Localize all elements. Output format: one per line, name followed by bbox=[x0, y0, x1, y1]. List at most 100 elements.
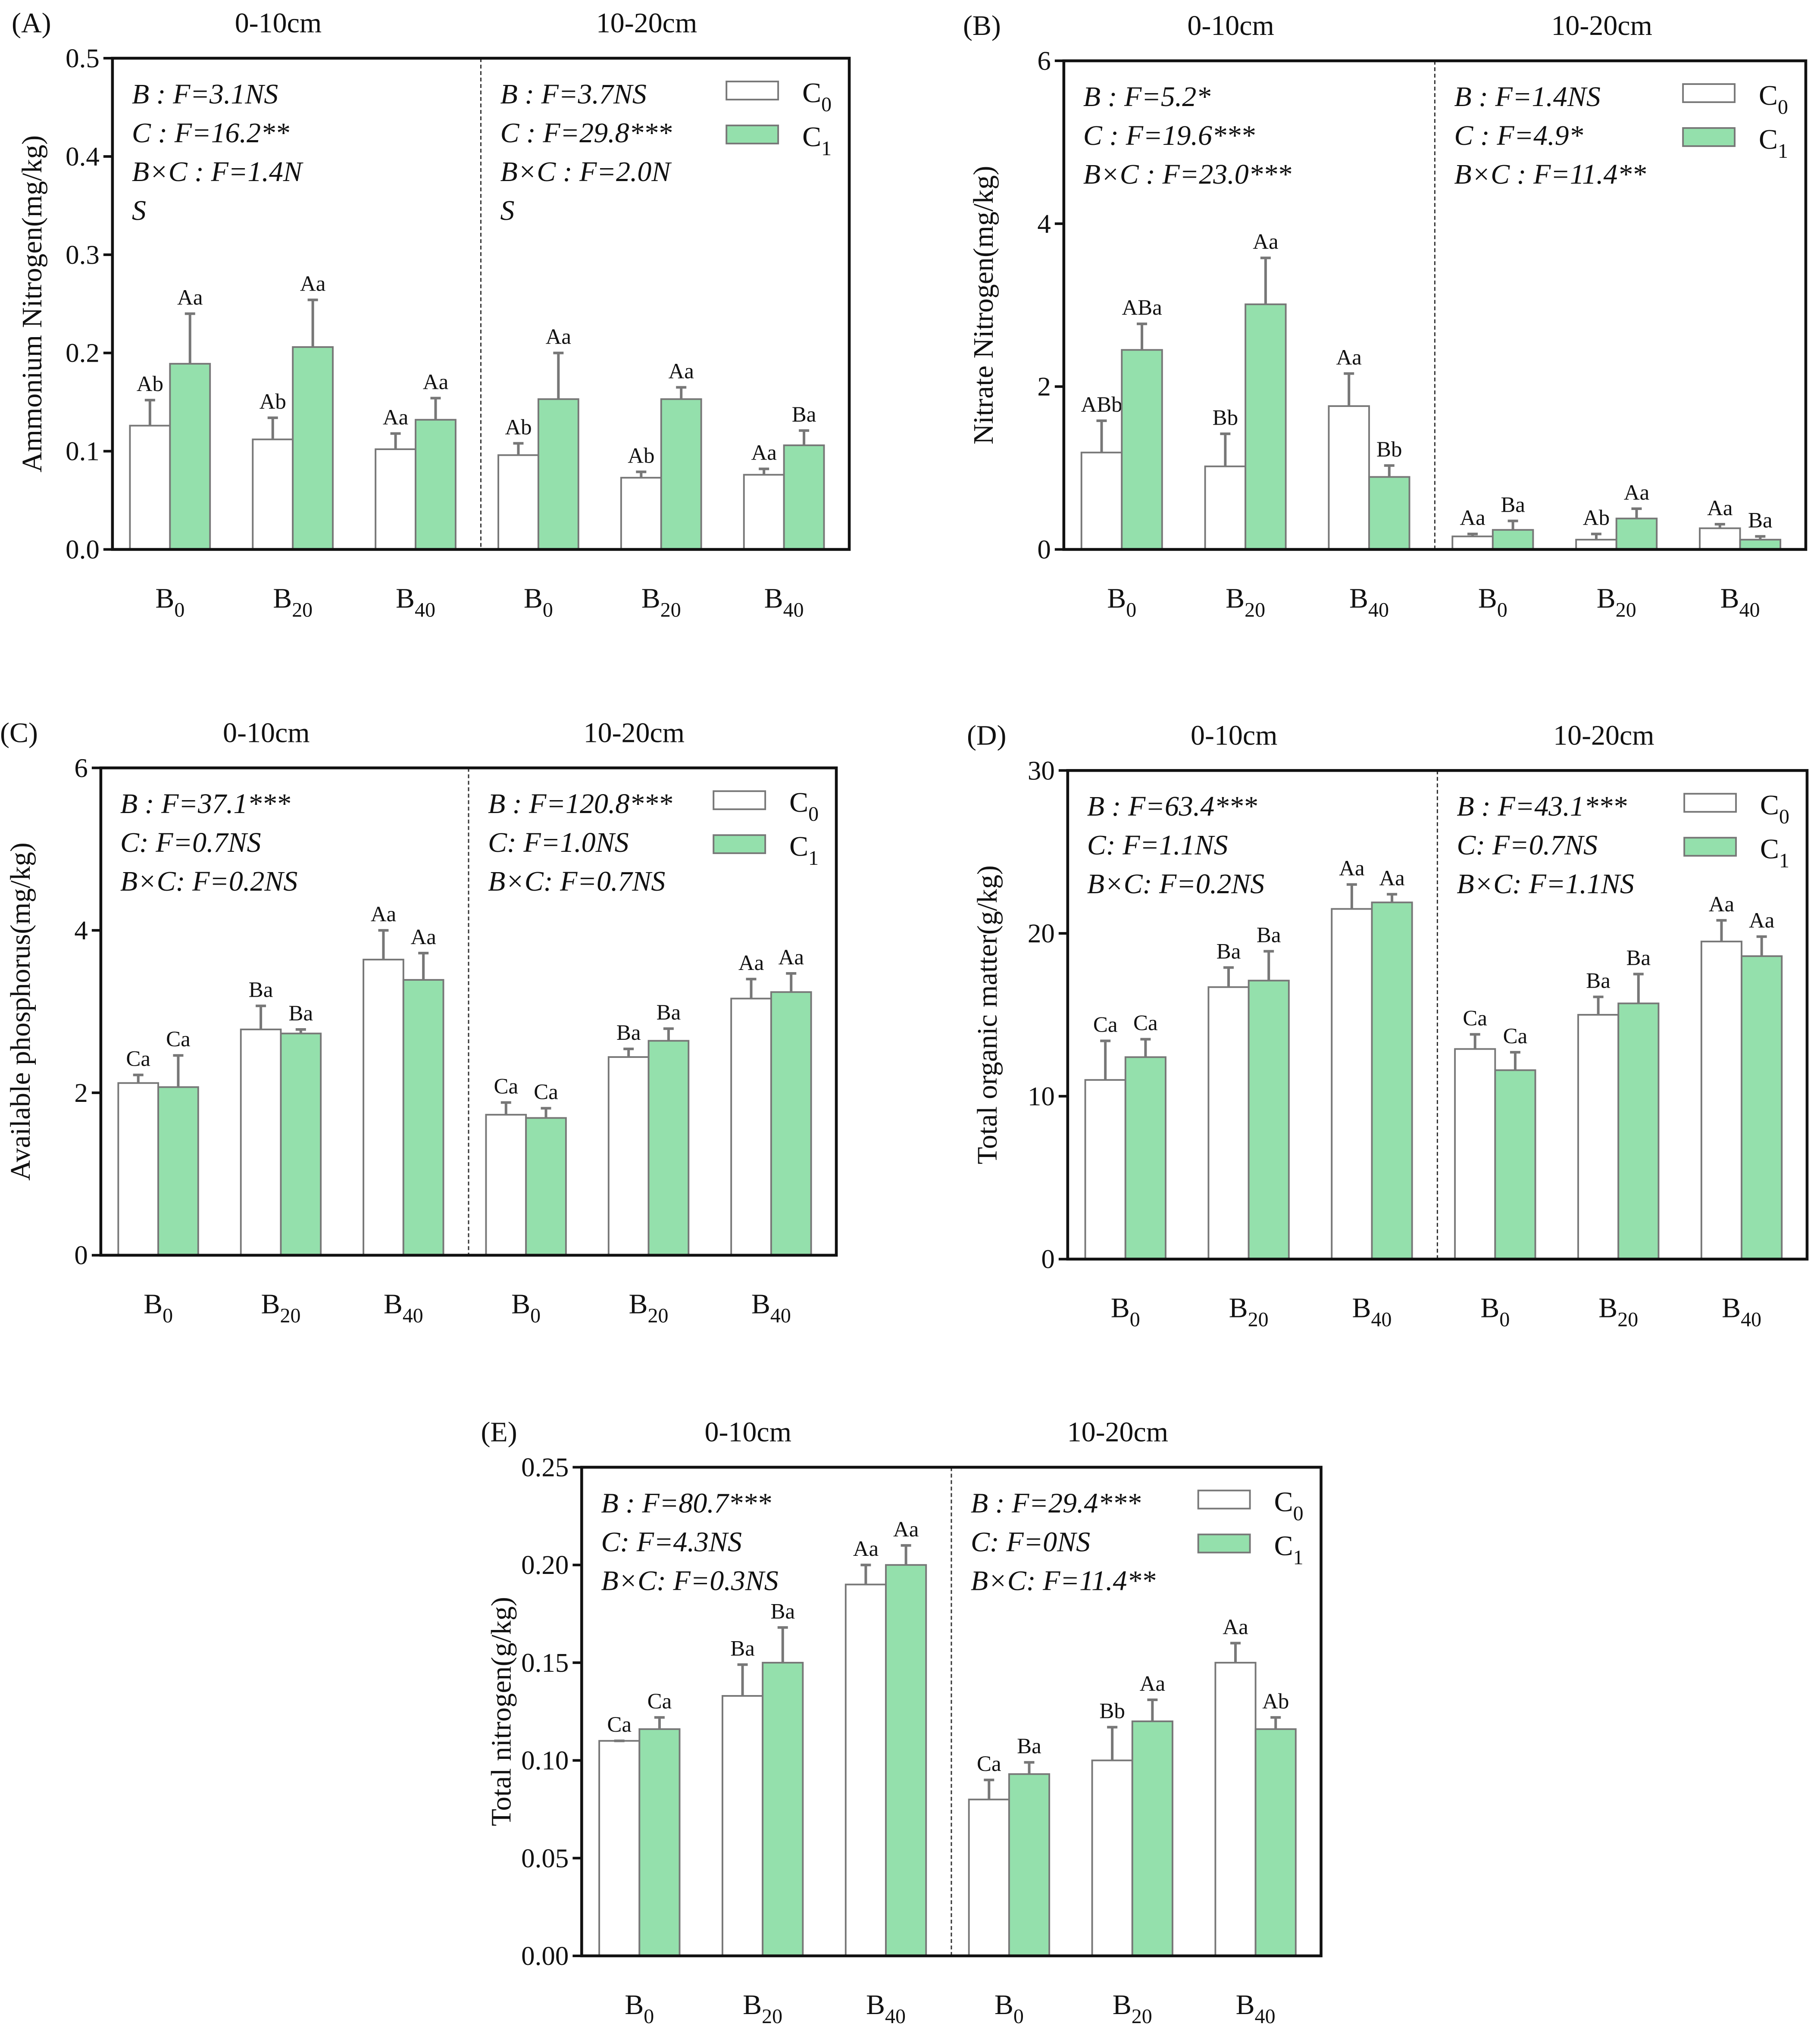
bar-c0 bbox=[129, 425, 171, 551]
x-tick-label: B40 bbox=[866, 1989, 906, 2027]
y-tick-label: 6 bbox=[1037, 46, 1051, 76]
y-tick-label: 4 bbox=[1037, 209, 1051, 239]
anova-stat: B : F=3.7NS bbox=[500, 78, 646, 110]
bar-c1 bbox=[1248, 979, 1290, 1260]
bar-c1 bbox=[1131, 1720, 1173, 1957]
bar-c1 bbox=[1121, 349, 1163, 551]
significance-label: Ba bbox=[1216, 939, 1241, 963]
depth-title: 10-20cm bbox=[584, 717, 685, 748]
panel-label: (E) bbox=[481, 1417, 517, 1448]
anova-stat: B : F=1.4NS bbox=[1454, 81, 1600, 113]
x-tick-label: B20 bbox=[1226, 582, 1265, 621]
significance-label: Aa bbox=[410, 925, 436, 949]
bar-c1 bbox=[1617, 1002, 1660, 1260]
bar-c1 bbox=[638, 1728, 681, 1957]
x-tick-label: B0 bbox=[155, 582, 185, 621]
bar-c1 bbox=[1124, 1056, 1166, 1260]
legend-label: C0 bbox=[1274, 1486, 1304, 1525]
y-tick-label: 20 bbox=[1028, 918, 1055, 948]
anova-stat: C: F=1.0NS bbox=[488, 827, 629, 858]
legend-swatch-c1 bbox=[1682, 127, 1736, 147]
anova-stat: B×C : F=11.4** bbox=[1454, 159, 1646, 190]
anova-stat: B : F=43.1*** bbox=[1457, 791, 1626, 822]
legend-swatch-c0 bbox=[1682, 83, 1736, 103]
significance-label: Ba bbox=[1017, 1734, 1041, 1758]
y-tick-label: 30 bbox=[1028, 755, 1055, 785]
bar-c0 bbox=[1577, 1014, 1620, 1260]
x-tick-label: B0 bbox=[994, 1989, 1024, 2027]
x-tick-label: B20 bbox=[1598, 1292, 1638, 1331]
depth-title: 0-10cm bbox=[1187, 10, 1274, 41]
significance-label: Ca bbox=[534, 1080, 558, 1104]
x-tick-label: B0 bbox=[625, 1989, 654, 2027]
chart-panel-d: (D) 0 10 20 30 Total organic matter(g/kg) 0-10… bbox=[967, 719, 1809, 1274]
bar-c0 bbox=[363, 958, 404, 1256]
y-tick-label: 0.05 bbox=[521, 1843, 569, 1873]
significance-label: Ba bbox=[792, 403, 816, 427]
significance-label: Aa bbox=[1709, 892, 1734, 917]
bar-c0 bbox=[1091, 1759, 1133, 1957]
significance-label: Aa bbox=[423, 370, 448, 394]
bar-c0 bbox=[1699, 527, 1741, 551]
significance-label: Aa bbox=[300, 272, 325, 296]
y-tick-label: 0.3 bbox=[66, 240, 100, 270]
legend-swatch-c0 bbox=[725, 81, 779, 100]
y-axis-title: Total nitrogen(g/kg) bbox=[485, 1597, 517, 1826]
legend-swatch-c1 bbox=[725, 125, 779, 144]
bar-c1 bbox=[537, 398, 579, 551]
depth-title: 0-10cm bbox=[223, 717, 310, 748]
x-tick-label: B40 bbox=[751, 1289, 791, 1327]
anova-stat: B×C: F=11.4** bbox=[971, 1565, 1156, 1596]
y-tick-label: 0 bbox=[1037, 535, 1051, 565]
bar-c1 bbox=[157, 1086, 199, 1256]
significance-label: Aa bbox=[779, 945, 804, 970]
anova-stat: B×C: F=0.2NS bbox=[120, 866, 297, 897]
bar-c1 bbox=[1741, 955, 1783, 1260]
x-tick-label: B20 bbox=[1597, 582, 1636, 621]
anova-stat: B : F=80.7*** bbox=[601, 1487, 771, 1519]
bar-c1 bbox=[292, 346, 334, 551]
legend-label: C0 bbox=[802, 77, 832, 116]
y-tick-label: 0.0 bbox=[66, 535, 100, 565]
significance-label: Aa bbox=[1707, 496, 1732, 520]
legend-label: C0 bbox=[1759, 80, 1788, 119]
x-tick-label: B0 bbox=[1111, 1292, 1140, 1331]
plot-frame bbox=[1062, 59, 1807, 551]
anova-stat: S bbox=[500, 195, 514, 226]
x-tick-label: B20 bbox=[743, 1989, 782, 2027]
anova-stat: C: F=0.7NS bbox=[120, 827, 261, 858]
bar-c1 bbox=[1245, 303, 1287, 551]
significance-label: Ca bbox=[494, 1075, 518, 1099]
bar-c0 bbox=[1204, 465, 1247, 551]
plot-frame bbox=[111, 56, 851, 551]
bar-c1 bbox=[525, 1117, 567, 1256]
significance-label: Ca bbox=[166, 1027, 191, 1051]
depth-title: 10-20cm bbox=[1551, 10, 1652, 41]
y-tick-label: 0.00 bbox=[521, 1941, 569, 1971]
bar-c1 bbox=[783, 444, 825, 551]
bar-c0 bbox=[1207, 986, 1250, 1260]
anova-stat: B×C : F=2.0N bbox=[500, 156, 672, 188]
significance-label: Ba bbox=[288, 1001, 313, 1026]
panel-label: (C) bbox=[0, 717, 38, 748]
bar-c0 bbox=[730, 998, 772, 1256]
bar-c1 bbox=[1008, 1773, 1051, 1957]
anova-stat: B×C: F=0.2NS bbox=[1087, 868, 1264, 900]
legend-label: C1 bbox=[1274, 1530, 1304, 1569]
bar-c1 bbox=[1615, 517, 1658, 551]
depth-title: 0-10cm bbox=[705, 1417, 791, 1448]
chart-panel-c: (C) 0 2 4 6 Available phosphorus(mg/kg) 0-10cm… bbox=[0, 717, 838, 1270]
bar-c0 bbox=[598, 1740, 641, 1957]
significance-label: Aa bbox=[371, 902, 396, 926]
significance-label: Ab bbox=[505, 415, 532, 439]
significance-label: Ca bbox=[1093, 1013, 1118, 1037]
bar-c0 bbox=[620, 477, 662, 551]
bar-c1 bbox=[280, 1032, 322, 1256]
y-tick-label: 0.4 bbox=[66, 141, 100, 172]
panel-label: (B) bbox=[963, 10, 1001, 41]
y-tick-label: 10 bbox=[1028, 1081, 1055, 1111]
significance-label: Aa bbox=[1749, 909, 1774, 933]
significance-label: Ab bbox=[628, 444, 654, 468]
depth-title: 0-10cm bbox=[1191, 719, 1277, 751]
